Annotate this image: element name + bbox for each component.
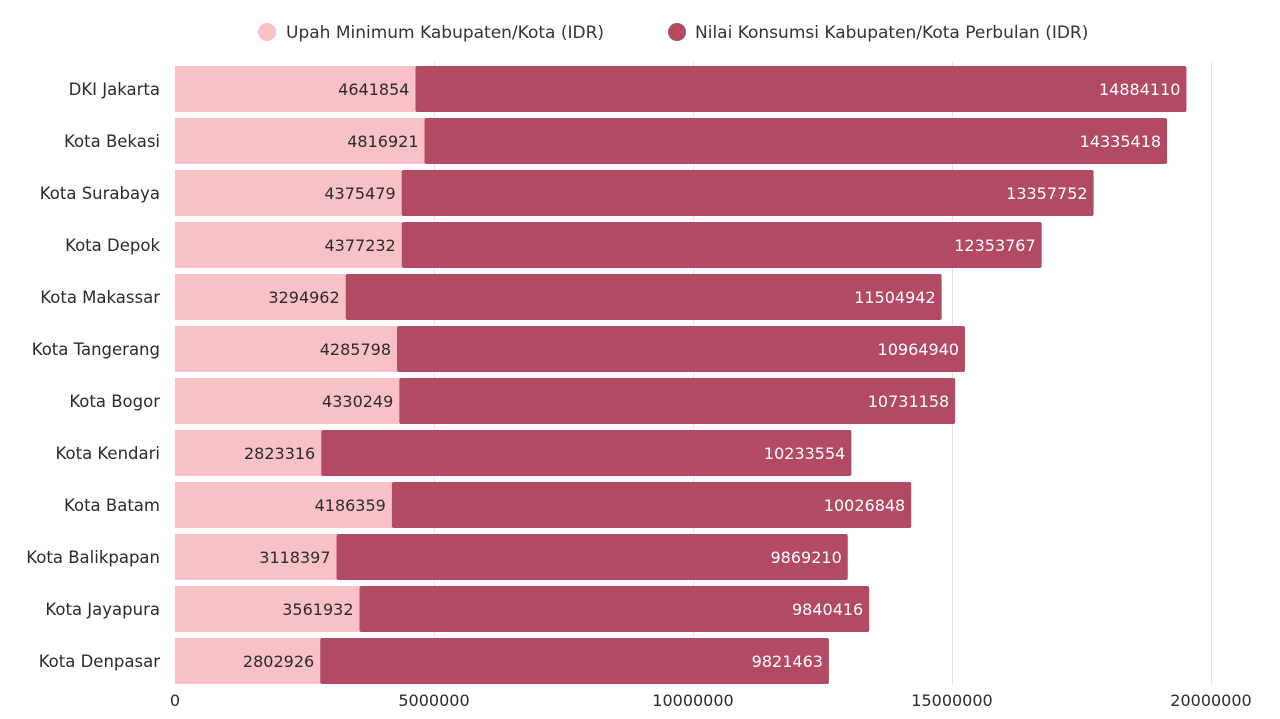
bar-segment-nilai-konsumsi: [336, 534, 848, 580]
bar-segment-upah-minimum: [175, 638, 321, 684]
category-label: Kota Makassar: [40, 288, 160, 307]
category-label: Kota Depok: [65, 236, 160, 255]
x-tick-label: 20000000: [1170, 691, 1251, 710]
category-label: Kota Balikpapan: [26, 548, 160, 567]
data-label-nilai-konsumsi: 10964940: [878, 340, 959, 359]
data-label-upah-minimum: 4186359: [315, 496, 386, 515]
data-label-nilai-konsumsi: 9869210: [770, 548, 841, 567]
category-label: Kota Kendari: [56, 444, 160, 463]
category-label: Kota Surabaya: [40, 184, 160, 203]
data-label-nilai-konsumsi: 10731158: [868, 392, 949, 411]
bar-segment-nilai-konsumsi: [391, 482, 912, 528]
data-label-nilai-konsumsi: 9821463: [752, 652, 823, 671]
bar-segment-upah-minimum: [175, 66, 416, 112]
data-label-nilai-konsumsi: 13357752: [1006, 184, 1087, 203]
data-label-nilai-konsumsi: 14335418: [1080, 132, 1161, 151]
legend-label-upah-minimum: Upah Minimum Kabupaten/Kota (IDR): [286, 23, 604, 43]
x-tick-label: 15000000: [911, 691, 992, 710]
bar-segment-upah-minimum: [175, 118, 425, 164]
category-label: Kota Batam: [64, 496, 160, 515]
legend: Upah Minimum Kabupaten/Kota (IDR) Nilai K…: [258, 23, 1088, 43]
legend-label-nilai-konsumsi: Nilai Konsumsi Kabupaten/Kota Perbulan (…: [695, 23, 1088, 43]
bar-segment-nilai-konsumsi: [320, 638, 829, 684]
x-axis-ticks: 0 5000000 10000000 15000000 20000000: [170, 691, 1252, 710]
x-tick-label: 0: [170, 691, 180, 710]
bar-segment-upah-minimum: [175, 170, 402, 216]
data-label-upah-minimum: 3561932: [282, 600, 353, 619]
category-label: Kota Jayapura: [45, 600, 160, 619]
x-tick-label: 5000000: [398, 691, 469, 710]
data-label-upah-minimum: 3118397: [259, 548, 330, 567]
category-label: Kota Tangerang: [32, 340, 160, 359]
data-label-upah-minimum: 4641854: [338, 80, 409, 99]
bar-segment-upah-minimum: [175, 222, 402, 268]
data-label-upah-minimum: 4816921: [347, 132, 418, 151]
category-label: Kota Denpasar: [39, 652, 161, 671]
bar-segment-upah-minimum: [175, 274, 346, 320]
x-tick-label: 10000000: [652, 691, 733, 710]
bar-segment-upah-minimum: [175, 482, 392, 528]
bar-segment-nilai-konsumsi: [415, 66, 1187, 112]
bar-segment-nilai-konsumsi: [359, 586, 870, 632]
data-label-upah-minimum: 4330249: [322, 392, 393, 411]
data-label-upah-minimum: 2802926: [243, 652, 314, 671]
bar-segment-nilai-konsumsi: [401, 222, 1042, 268]
bar-segment-nilai-konsumsi: [401, 170, 1094, 216]
data-label-nilai-konsumsi: 10233554: [764, 444, 845, 463]
category-labels: DKI Jakarta Kota Bekasi Kota Surabaya Kota …: [26, 80, 160, 671]
bar-segment-nilai-konsumsi: [345, 274, 942, 320]
legend-swatch-nilai-konsumsi: [668, 23, 686, 41]
bar-segment-nilai-konsumsi: [321, 430, 852, 476]
legend-swatch-upah-minimum: [258, 23, 276, 41]
bar-segment-upah-minimum: [175, 378, 400, 424]
data-label-nilai-konsumsi: 11504942: [854, 288, 935, 307]
bars: 4641854 14884110 4816921 14335418 4375479 133…: [175, 66, 1187, 684]
data-label-nilai-konsumsi: 10026848: [824, 496, 905, 515]
data-label-nilai-konsumsi: 14884110: [1099, 80, 1180, 99]
category-label: Kota Bogor: [69, 392, 160, 411]
data-label-upah-minimum: 4375479: [324, 184, 395, 203]
bar-segment-nilai-konsumsi: [397, 326, 965, 372]
data-label-upah-minimum: 2823316: [244, 444, 315, 463]
bar-segment-upah-minimum: [175, 430, 322, 476]
bar-segment-nilai-konsumsi: [399, 378, 956, 424]
data-label-upah-minimum: 3294962: [268, 288, 339, 307]
bar-segment-upah-minimum: [175, 534, 337, 580]
data-label-upah-minimum: 4377232: [324, 236, 395, 255]
category-label: Kota Bekasi: [64, 132, 160, 151]
gridlines: [434, 62, 1212, 684]
bar-segment-upah-minimum: [175, 326, 398, 372]
data-label-nilai-konsumsi: 12353767: [954, 236, 1035, 255]
bar-segment-nilai-konsumsi: [424, 118, 1168, 164]
data-label-upah-minimum: 4285798: [320, 340, 391, 359]
data-label-nilai-konsumsi: 9840416: [792, 600, 863, 619]
bar-segment-upah-minimum: [175, 586, 360, 632]
category-label: DKI Jakarta: [69, 80, 160, 99]
